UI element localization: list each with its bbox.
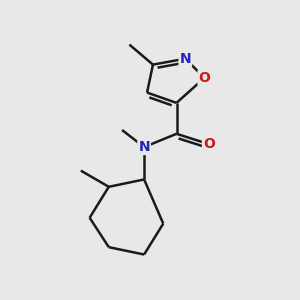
- Text: N: N: [179, 52, 191, 66]
- Text: O: O: [199, 71, 210, 85]
- Text: N: N: [138, 140, 150, 154]
- Text: O: O: [203, 137, 215, 151]
